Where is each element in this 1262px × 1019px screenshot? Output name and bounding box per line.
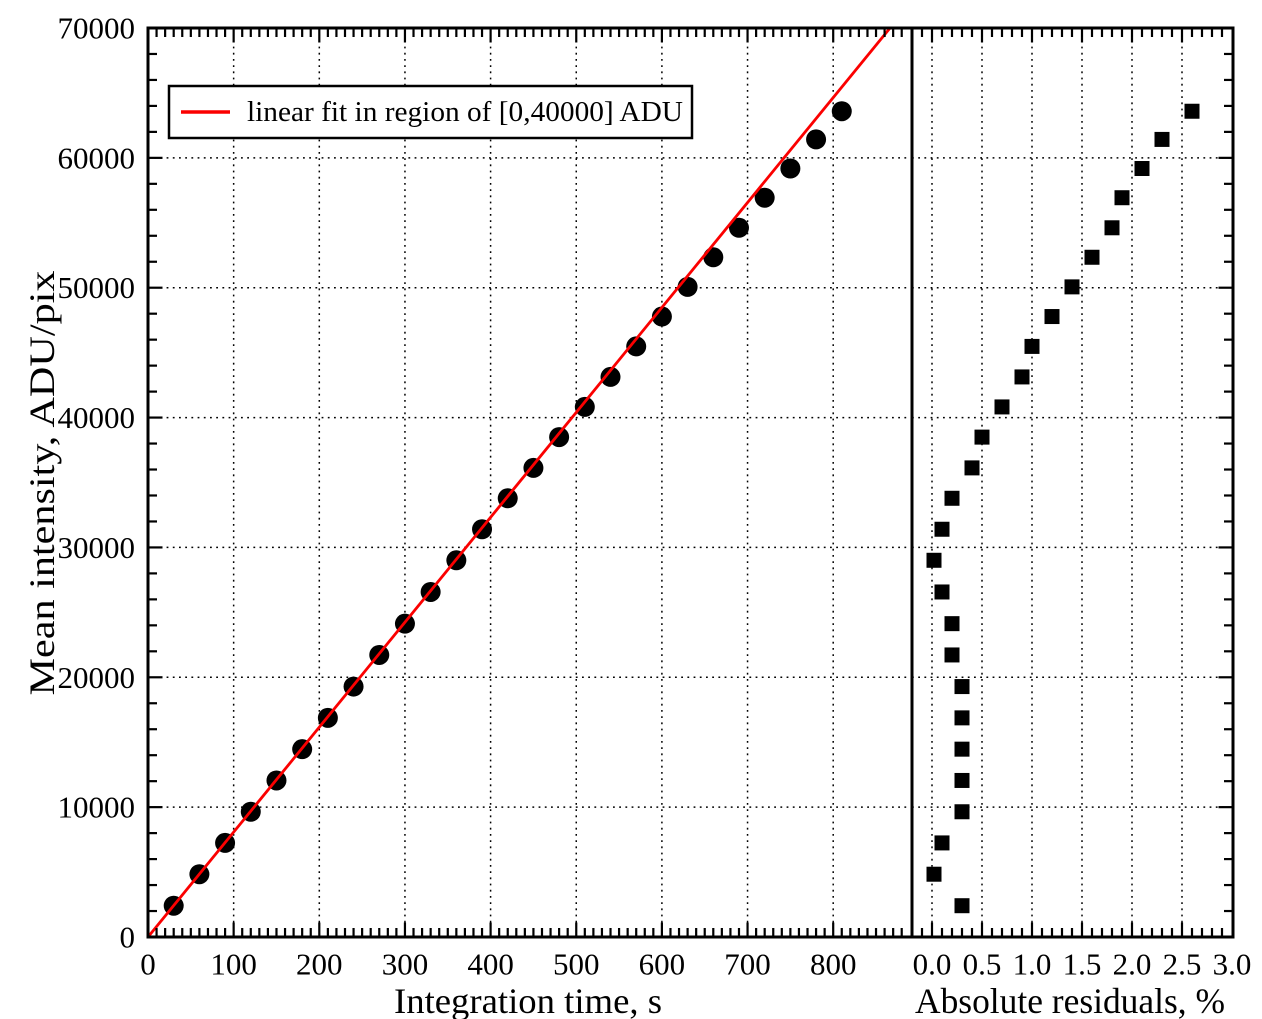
data-point-square (934, 584, 950, 600)
y-axis-title: Mean intensity, ADU/pix (22, 271, 62, 696)
data-point-circle (780, 158, 801, 179)
y-tick-label: 40000 (58, 400, 136, 435)
panel-frame-right (910, 26, 1235, 939)
y-tick-label: 50000 (58, 270, 136, 305)
data-point-square (1064, 279, 1080, 295)
data-point-circle (728, 217, 749, 238)
data-point-square (934, 835, 950, 851)
data-point-circle (754, 187, 775, 208)
y-tick-label: 10000 (58, 790, 136, 825)
x-tick-label: 200 (296, 947, 343, 982)
data-point-square (1024, 338, 1040, 354)
x-tick-label: 1.5 (1063, 947, 1102, 982)
data-point-square (944, 616, 960, 632)
data-point-square (1134, 161, 1150, 177)
x-axis-title-left: Integration time, s (394, 981, 662, 1019)
data-points-layer (163, 101, 1200, 916)
x-tick-label: 500 (553, 947, 600, 982)
data-point-square (954, 679, 970, 695)
data-point-circle (549, 427, 570, 448)
data-point-circle (831, 101, 852, 122)
data-point-circle (703, 247, 724, 268)
data-point-square (954, 710, 970, 726)
y-tick-label: 60000 (58, 140, 136, 175)
data-point-square (926, 552, 942, 568)
data-point-square (1104, 220, 1120, 236)
legend: linear fit in region of [0,40000] ADU (167, 84, 694, 140)
data-point-circle (626, 336, 647, 357)
y-tick-label: 20000 (58, 660, 136, 695)
grid-layer (148, 28, 1233, 937)
y-tick-label: 30000 (58, 530, 136, 565)
x-tick-label: 0 (140, 947, 156, 982)
data-point-square (954, 898, 970, 914)
x-tick-label: 2.0 (1113, 947, 1152, 982)
legend-box (167, 84, 694, 140)
data-point-square (1154, 131, 1170, 147)
data-point-circle (574, 396, 595, 417)
x-tick-label: 2.5 (1163, 947, 1202, 982)
x-axis-title-right: Absolute residuals, % (915, 981, 1225, 1019)
panel-frames (146, 26, 1235, 939)
data-point-square (954, 804, 970, 820)
fit-line-layer (146, 27, 892, 938)
data-point-square (964, 460, 980, 476)
data-point-square (1114, 190, 1130, 206)
data-point-square (1044, 309, 1060, 325)
tick-labels-layer: 0 100 200 300 400 500 600 700 800 0 10000 20000 3000… (58, 11, 1252, 982)
x-tick-label: 700 (724, 947, 771, 982)
data-point-circle (677, 276, 698, 297)
data-point-circle (600, 366, 621, 387)
x-tick-label: 0.0 (913, 947, 952, 982)
x-tick-label: 400 (467, 947, 514, 982)
data-point-square (944, 647, 960, 663)
data-point-square (974, 429, 990, 445)
x-tick-label: 800 (810, 947, 857, 982)
y-tick-label: 70000 (58, 11, 136, 46)
data-point-square (1084, 249, 1100, 265)
x-tick-label: 0.5 (963, 947, 1002, 982)
fit-line (146, 27, 892, 938)
x-tick-label: 600 (639, 947, 686, 982)
data-point-square (934, 521, 950, 537)
data-point-square (954, 772, 970, 788)
data-point-square (926, 866, 942, 882)
data-point-square (1014, 369, 1030, 385)
data-point-square (944, 490, 960, 506)
data-point-square (1184, 103, 1200, 119)
x-tick-label: 3.0 (1213, 947, 1252, 982)
tick-marks-layer (148, 28, 1233, 937)
x-tick-label: 1.0 (1013, 947, 1052, 982)
data-point-circle (806, 129, 827, 150)
y-tick-label: 0 (120, 920, 136, 955)
data-point-square (954, 741, 970, 757)
x-tick-label: 300 (382, 947, 429, 982)
legend-label: linear fit in region of [0,40000] ADU (247, 96, 683, 128)
x-tick-label: 100 (210, 947, 257, 982)
data-point-square (994, 399, 1010, 415)
